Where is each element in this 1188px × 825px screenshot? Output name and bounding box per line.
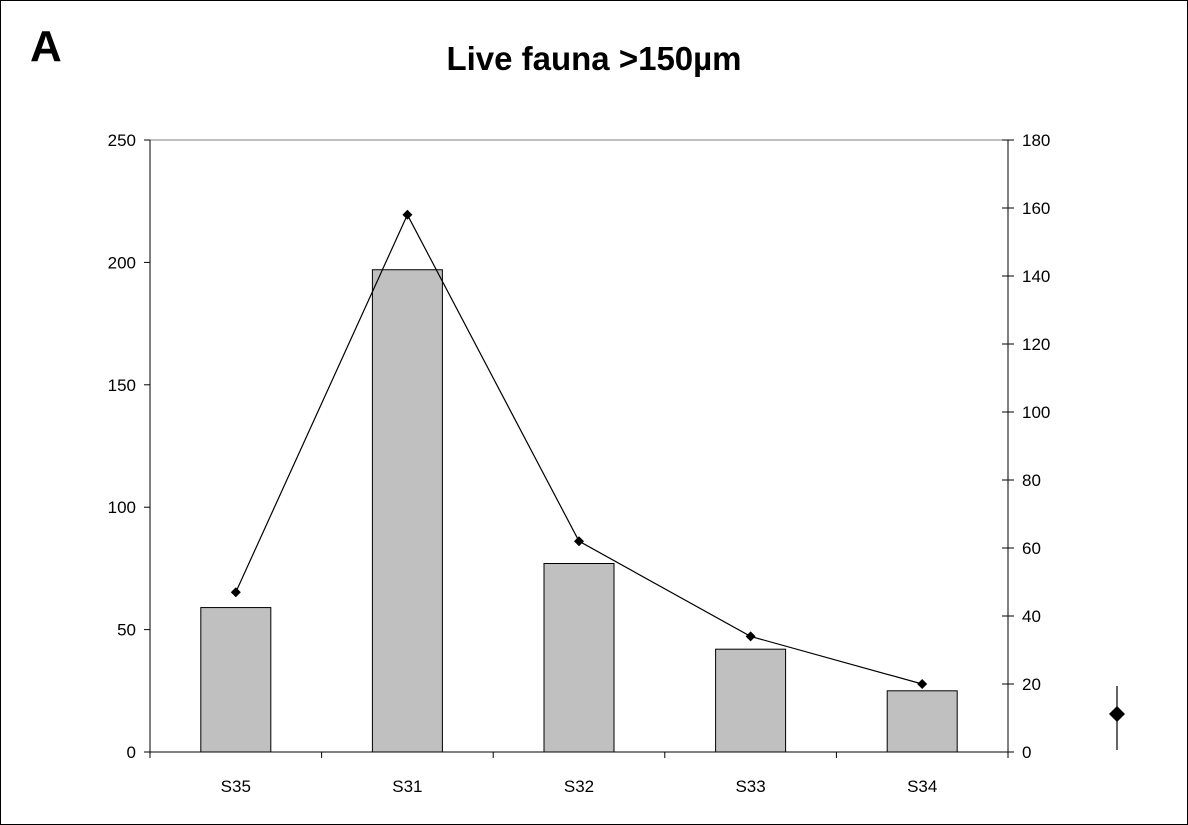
data-point [574, 536, 584, 547]
bar [715, 648, 787, 753]
x-tick-label: S34 [907, 777, 937, 796]
right-tick-label: 60 [1022, 539, 1041, 558]
left-tick-label: 0 [127, 743, 136, 762]
right-tick-label: 180 [1022, 131, 1050, 150]
bar [200, 607, 272, 753]
right-tick-label: 80 [1022, 471, 1041, 490]
x-tick-label: S31 [392, 777, 422, 796]
data-point [917, 679, 928, 689]
data-point [745, 631, 756, 642]
right-tick-label: 0 [1022, 743, 1031, 762]
axes: 0 50 100 150 200 250 0 20 40 60 80 100 120 140 160 180 S… [108, 131, 1051, 796]
legend-marker [1109, 706, 1125, 722]
data-point [402, 209, 413, 220]
left-tick-label: 100 [108, 498, 136, 517]
right-tick-label: 160 [1022, 199, 1050, 218]
left-tick-label: 150 [108, 376, 136, 395]
x-tick-label: S33 [735, 777, 765, 796]
x-tick-label: S32 [564, 777, 594, 796]
data-point [230, 587, 241, 598]
chart-title: Live fauna >150µm [446, 40, 742, 77]
right-tick-label: 100 [1022, 403, 1050, 422]
left-tick-label: 50 [117, 621, 136, 640]
bar [543, 563, 615, 753]
bar [371, 269, 443, 753]
right-tick-label: 120 [1022, 335, 1050, 354]
left-tick-label: 250 [108, 131, 136, 150]
legend [1109, 686, 1125, 750]
left-tick-label: 200 [108, 253, 136, 272]
right-tick-label: 40 [1022, 607, 1041, 626]
right-tick-label: 140 [1022, 267, 1050, 286]
panel-letter: A [30, 22, 62, 71]
bar [886, 690, 958, 753]
x-tick-label: S35 [221, 777, 251, 796]
right-tick-label: 20 [1022, 675, 1041, 694]
bar-series [200, 269, 958, 753]
line-series [230, 209, 928, 689]
